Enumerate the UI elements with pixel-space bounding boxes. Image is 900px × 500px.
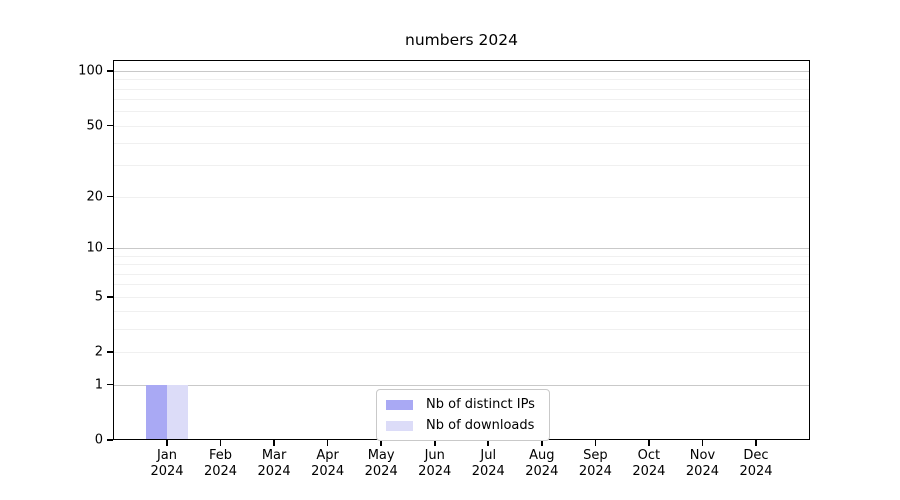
- y-gridline-minor: [113, 165, 810, 167]
- axes-spines: [113, 60, 810, 440]
- y-gridline-minor: [113, 296, 810, 298]
- legend: Nb of distinct IPs Nb of downloads: [376, 389, 550, 441]
- x-tick-mark: [380, 440, 382, 446]
- x-tick-label: Feb 2024: [203, 448, 238, 479]
- y-gridline-minor: [113, 284, 810, 286]
- legend-item: Nb of downloads: [386, 416, 541, 435]
- bar-nb-of-distinct-ips-jan-2024: [145, 384, 167, 440]
- y-gridline-major: [113, 71, 810, 73]
- y-gridline-minor: [113, 329, 810, 331]
- y-gridline-major: [113, 384, 810, 386]
- x-tick-label: Mar 2024: [257, 448, 291, 479]
- legend-swatch-nb-of-downloads: [386, 420, 413, 431]
- x-tick-mark: [326, 440, 329, 446]
- y-tick-label: 1: [94, 377, 103, 393]
- y-tick-label: 50: [86, 118, 103, 134]
- y-tick-mark: [107, 247, 113, 250]
- x-tick-mark: [273, 440, 275, 446]
- y-gridline-minor: [113, 264, 810, 266]
- y-gridline-minor: [113, 143, 810, 145]
- x-tick-label: Nov 2024: [685, 448, 719, 479]
- x-tick-label: Jul 2024: [471, 448, 505, 479]
- y-gridline-minor: [113, 273, 810, 275]
- y-gridline-minor: [113, 311, 810, 313]
- y-tick-mark: [107, 124, 113, 127]
- y-gridline-minor: [113, 99, 810, 101]
- x-tick-label: Dec 2024: [739, 448, 773, 479]
- bar-nb-of-downloads-jan-2024: [167, 384, 189, 440]
- x-tick-mark: [433, 440, 436, 446]
- y-tick-label: 2: [94, 344, 103, 360]
- x-tick-label: Jun 2024: [418, 448, 452, 479]
- x-tick-mark: [166, 440, 168, 446]
- legend-label: Nb of distinct IPs: [426, 397, 535, 412]
- y-gridline-minor: [113, 196, 810, 198]
- y-gridline-minor: [113, 255, 810, 257]
- y-gridline-minor: [113, 79, 810, 81]
- x-tick-mark: [219, 440, 222, 446]
- y-tick-label: 100: [78, 63, 103, 79]
- x-tick-label: Apr 2024: [311, 448, 345, 479]
- x-tick-label: May 2024: [364, 448, 398, 479]
- y-tick-label: 10: [86, 240, 103, 256]
- y-tick-mark: [107, 351, 113, 353]
- legend-item: Nb of distinct IPs: [386, 395, 541, 414]
- y-tick-label: 0: [94, 432, 103, 448]
- y-tick-label: 20: [86, 189, 103, 205]
- legend-swatch-nb-of-distinct-ips: [386, 399, 413, 410]
- x-tick-label: Jan 2024: [150, 448, 184, 479]
- y-tick-mark: [107, 70, 113, 72]
- y-gridline-major: [113, 248, 810, 250]
- x-tick-mark: [701, 440, 704, 446]
- x-tick-label: Oct 2024: [632, 448, 666, 479]
- x-tick-mark: [755, 440, 757, 446]
- y-tick-mark: [107, 195, 113, 198]
- x-tick-mark: [648, 440, 650, 446]
- y-tick-mark: [107, 295, 113, 298]
- x-tick-mark: [594, 440, 597, 446]
- legend-label: Nb of downloads: [426, 418, 535, 433]
- y-gridline-minor: [113, 352, 810, 354]
- y-gridline-minor: [113, 111, 810, 113]
- x-tick-label: Aug 2024: [525, 448, 559, 479]
- x-tick-label: Sep 2024: [578, 448, 612, 479]
- y-gridline-minor: [113, 125, 810, 127]
- y-tick-mark: [107, 439, 113, 441]
- chart-title: numbers 2024: [405, 31, 518, 49]
- y-tick-mark: [107, 383, 113, 386]
- x-tick-mark: [487, 440, 490, 446]
- x-tick-mark: [541, 440, 543, 446]
- y-tick-label: 5: [94, 289, 103, 305]
- plot-area: Nb of distinct IPs Nb of downloads 100 50 2…: [78, 60, 810, 479]
- y-gridline-minor: [113, 88, 810, 90]
